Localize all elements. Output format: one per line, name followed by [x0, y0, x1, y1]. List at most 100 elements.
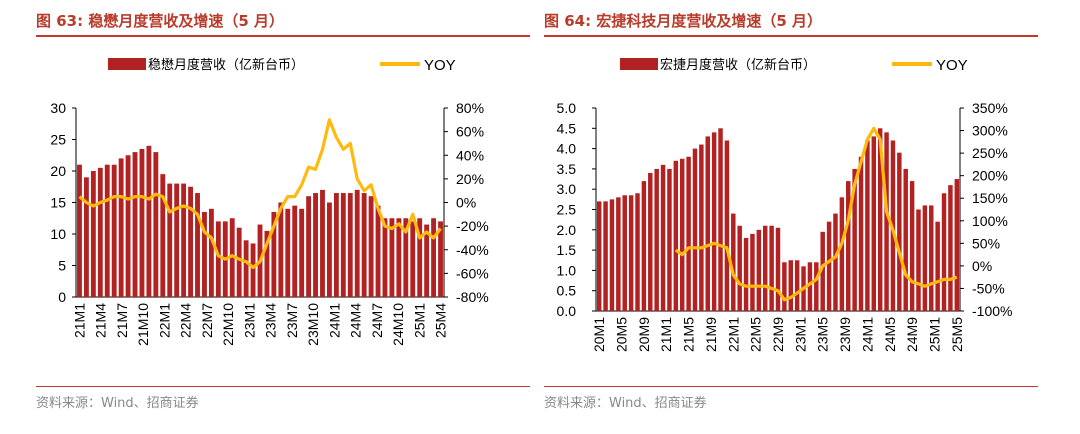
revenue-bar [333, 193, 339, 297]
left-axis-tick-label: 5 [58, 258, 66, 274]
right-axis-tick-label: -100% [972, 303, 1012, 319]
left-axis-tick-label: 0 [58, 289, 66, 305]
revenue-bar [935, 221, 940, 311]
revenue-bar [641, 181, 647, 311]
source-note: 资料来源：Wind、招商证券 [36, 396, 199, 411]
revenue-bar [285, 208, 291, 297]
revenue-bar [396, 218, 402, 297]
left-axis-tick-label: 10 [50, 226, 66, 242]
revenue-bar [389, 218, 395, 297]
x-tick-label: 25M5 [949, 317, 965, 352]
left-axis-tick-label: 4.5 [557, 120, 577, 136]
x-tick-label: 21M1 [72, 303, 88, 338]
revenue-bar [807, 262, 813, 311]
revenue-bar [236, 227, 242, 297]
revenue-bar [603, 201, 608, 311]
x-tick-label: 23M9 [837, 317, 853, 352]
revenue-bar [916, 209, 921, 311]
legend-bar-swatch [620, 58, 658, 70]
revenue-chart-64: 宏捷月度营收（亿新台币） YOY 0.0 0.5 1.0 1.5 2.0 2.5 3.0 3.5 4… [557, 57, 1013, 352]
revenue-bar [208, 208, 214, 297]
revenue-bar [731, 213, 736, 311]
x-tick-label: 21M7 [114, 303, 130, 338]
revenue-bar [865, 140, 870, 311]
right-axis-tick-label: 50% [972, 235, 1000, 251]
x-tick-label: 22M9 [770, 317, 786, 352]
left-axis-tick-label: 20 [50, 163, 66, 179]
revenue-bar [368, 196, 374, 297]
revenue-bar [884, 132, 889, 311]
revenue-bar [635, 193, 640, 311]
revenue-bar [271, 211, 277, 297]
source-note: 资料来源：Wind、招商证券 [544, 396, 707, 411]
left-axis-tick-label: 2.5 [557, 202, 577, 218]
revenue-bar [692, 148, 698, 311]
revenue-bar [229, 218, 235, 297]
x-tick-label: 23M5 [815, 317, 831, 352]
legend-bar-label: 稳懋月度营收（亿新台币） [148, 57, 304, 73]
legend-yoy-label: YOY [424, 57, 456, 74]
revenue-bar [299, 208, 305, 297]
left-axis-tick-label: 25 [50, 132, 66, 148]
revenue-bar [83, 177, 89, 297]
revenue-bar [750, 233, 755, 311]
revenue-bar [596, 201, 602, 311]
left-axis-tick-label: 4.0 [557, 141, 577, 157]
right-axis-tick-label: 350% [972, 100, 1008, 116]
right-axis-tick-label: 150% [972, 190, 1008, 206]
right-axis-tick-label: 20% [456, 171, 484, 187]
revenue-bar [877, 128, 883, 311]
revenue-bar [769, 225, 774, 311]
x-tick-label: 22M10 [220, 303, 236, 346]
revenue-bar [403, 218, 409, 297]
x-tick-label: 24M10 [390, 303, 406, 346]
revenue-bar [616, 197, 621, 311]
revenue-bar [826, 221, 832, 311]
revenue-bar [375, 205, 381, 297]
left-axis-tick-label: 3.5 [557, 161, 577, 177]
revenue-bar [104, 164, 110, 297]
right-axis-tick-label: 80% [456, 100, 484, 116]
x-tick-label: 22M1 [725, 317, 741, 352]
revenue-bar [679, 158, 685, 311]
left-axis-tick-label: 0.0 [557, 303, 577, 319]
revenue-bar [424, 224, 430, 297]
revenue-bar [775, 227, 781, 311]
revenue-bar [417, 218, 423, 297]
revenue-bar [292, 205, 298, 297]
revenue-bar [929, 205, 934, 311]
revenue-bar [820, 231, 825, 311]
revenue-bar [90, 171, 96, 297]
right-axis-tick-label: 0% [456, 195, 476, 211]
x-tick-label: 22M5 [748, 317, 764, 352]
revenue-bar [97, 167, 103, 297]
x-tick-label: 21M1 [658, 317, 674, 352]
revenue-bar [852, 168, 857, 311]
revenue-bar [340, 193, 346, 297]
x-tick-label: 23M1 [241, 303, 257, 338]
revenue-bar [788, 260, 794, 311]
revenue-bar [347, 193, 353, 297]
revenue-bar [871, 136, 877, 311]
right-axis-tick-label: -50% [972, 280, 1005, 296]
x-tick-label: 23M4 [263, 303, 279, 338]
revenue-bar [660, 164, 666, 311]
right-axis-tick-label: 200% [972, 168, 1008, 184]
revenue-bar [903, 168, 908, 311]
revenue-bar [667, 168, 672, 311]
revenue-bar [146, 145, 152, 297]
revenue-bar [686, 156, 691, 311]
revenue-bar [313, 193, 318, 297]
revenue-chart-63: 稳懋月度营收（亿新台币） YOY 0 5 10 15 20 25 30 -80% -60% -40% -… [50, 57, 488, 346]
revenue-bar [756, 229, 762, 311]
revenue-bar [215, 221, 221, 297]
revenue-bar [354, 189, 360, 297]
revenue-bar [846, 181, 851, 311]
right-axis-tick-label: 250% [972, 145, 1008, 161]
revenue-bar [699, 144, 704, 311]
revenue-bar [814, 262, 819, 311]
revenue-bar [243, 240, 249, 297]
revenue-bar [762, 225, 768, 311]
x-tick-label: 24M4 [348, 303, 364, 338]
revenue-bar [264, 230, 270, 297]
